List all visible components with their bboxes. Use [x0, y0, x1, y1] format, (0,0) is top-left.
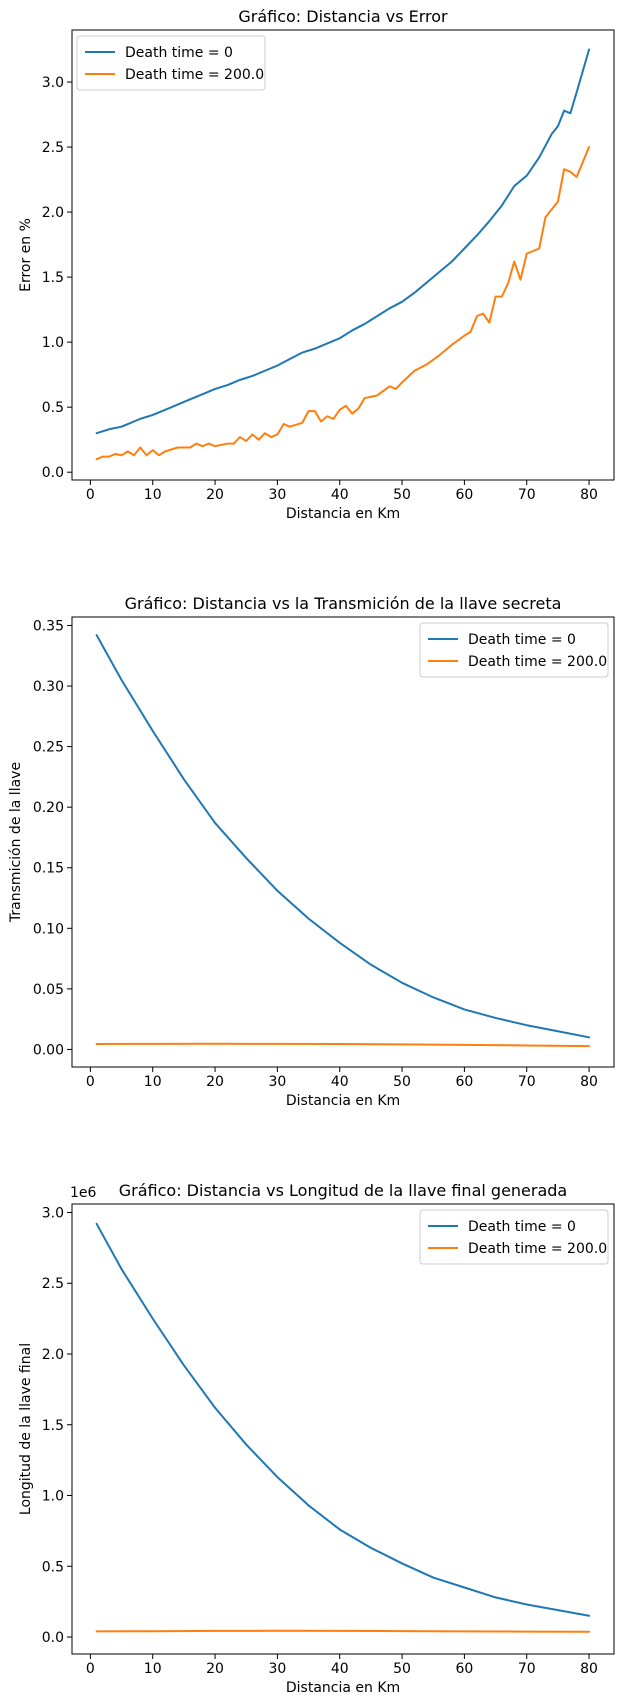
plot-frame: [71, 1203, 615, 1655]
legend-box: [76, 35, 266, 91]
x-tick-label: 10: [144, 1661, 162, 1677]
x-tick-label: 0: [86, 487, 95, 503]
y-tick-label: 1.0: [42, 1489, 64, 1505]
y-axis-label: Transmición de la llave: [8, 762, 24, 923]
series-line-2: [95, 1629, 591, 1633]
y-tick-label: 0.30: [33, 679, 64, 695]
x-tick-label: 70: [518, 1074, 536, 1090]
y-tick-label: 3.0: [42, 75, 64, 91]
x-tick-label: 80: [580, 1661, 598, 1677]
y-tick-label: 0.35: [33, 618, 64, 634]
x-axis-label: Distancia en Km: [286, 1680, 400, 1696]
chart-2: 0 10 20 30 40 50 60 70 80 0.00 0.05 0.10 0.15 0.20 0.2…: [8, 594, 615, 1109]
chart-title: Gráfico: Distancia vs Longitud de la lla…: [119, 1181, 567, 1200]
x-tick-label: 80: [580, 487, 598, 503]
y-axis-offset-text: 1e6: [70, 1185, 97, 1201]
x-tick-label: 10: [144, 487, 162, 503]
y-tick-label: 0.5: [42, 400, 64, 416]
legend: Death time = 0 Death time = 200.0: [76, 35, 266, 91]
x-tick-label: 20: [206, 1074, 224, 1090]
series-line-1: [95, 634, 591, 1039]
series-line-2: [95, 1042, 591, 1048]
x-tick-label: 20: [206, 1661, 224, 1677]
x-tick-label: 70: [518, 487, 536, 503]
y-tick-label: 0.15: [33, 861, 64, 877]
chart-3: 0 10 20 30 40 50 60 70 80 0.0 0.5 1.0 1.5 2.0 2.5 3.0 Gr…: [18, 1181, 615, 1696]
y-tick-label: 0.0: [42, 465, 64, 481]
x-tick-label: 40: [331, 1074, 349, 1090]
chart-1: 0 10 20 30 40 50 60 70 80 0.0 0.5 1.0 1.5 2.0 2.5 3.0 Gr…: [18, 7, 615, 522]
x-tick-label: 0: [86, 1661, 95, 1677]
series-line-1: [95, 1222, 591, 1617]
y-axis-label: Longitud de la llave final: [18, 1343, 34, 1515]
y-tick-label: 1.5: [42, 270, 64, 286]
x-tick-label: 40: [331, 487, 349, 503]
x-axis-label: Distancia en Km: [286, 506, 400, 522]
y-axis-label: Error en %: [18, 218, 34, 292]
plot-frame: [71, 616, 615, 1068]
y-tick-label: 2.0: [42, 205, 64, 221]
x-tick-label: 30: [268, 487, 286, 503]
x-tick-label: 0: [86, 1074, 95, 1090]
plot-frame: [71, 29, 615, 481]
y-tick-label: 0.20: [33, 800, 64, 816]
x-tick-label: 60: [455, 1661, 473, 1677]
y-tick-label: 0.05: [33, 982, 64, 998]
x-tick-label: 30: [268, 1074, 286, 1090]
x-tick-label: 10: [144, 1074, 162, 1090]
x-tick-label: 70: [518, 1661, 536, 1677]
x-tick-label: 50: [393, 1661, 411, 1677]
y-tick-label: 2.0: [42, 1347, 64, 1363]
series-line-2: [95, 146, 591, 461]
x-tick-label: 80: [580, 1074, 598, 1090]
series-line-1: [95, 48, 591, 435]
y-tick-label: 2.5: [42, 140, 64, 156]
legend-label-2: Death time = 200.0: [468, 1241, 607, 1257]
y-tick-label: 0.0: [42, 1630, 64, 1646]
legend-label-2: Death time = 200.0: [468, 654, 607, 670]
legend: Death time = 0 Death time = 200.0: [419, 1209, 609, 1265]
y-tick-label: 1.0: [42, 335, 64, 351]
x-tick-label: 20: [206, 487, 224, 503]
legend-label-1: Death time = 0: [468, 1219, 576, 1235]
x-tick-label: 60: [455, 487, 473, 503]
chart-title: Gráfico: Distancia vs la Transmición de …: [125, 594, 562, 613]
y-tick-label: 2.5: [42, 1276, 64, 1292]
legend-box: [419, 1209, 609, 1265]
y-tick-label: 0.5: [42, 1559, 64, 1575]
y-tick-label: 0.10: [33, 921, 64, 937]
legend-label-1: Death time = 0: [468, 632, 576, 648]
x-tick-label: 50: [393, 487, 411, 503]
legend-box: [419, 622, 609, 678]
x-tick-label: 60: [455, 1074, 473, 1090]
y-tick-label: 0.25: [33, 740, 64, 756]
chart-title: Gráfico: Distancia vs Error: [238, 7, 448, 26]
y-tick-label: 1.5: [42, 1418, 64, 1434]
legend-label-1: Death time = 0: [125, 45, 233, 61]
y-tick-label: 3.0: [42, 1205, 64, 1221]
x-tick-label: 40: [331, 1661, 349, 1677]
y-tick-label: 0.00: [33, 1042, 64, 1058]
x-axis-label: Distancia en Km: [286, 1093, 400, 1109]
legend: Death time = 0 Death time = 200.0: [419, 622, 609, 678]
legend-label-2: Death time = 200.0: [125, 67, 264, 83]
x-tick-label: 50: [393, 1074, 411, 1090]
x-tick-label: 30: [268, 1661, 286, 1677]
